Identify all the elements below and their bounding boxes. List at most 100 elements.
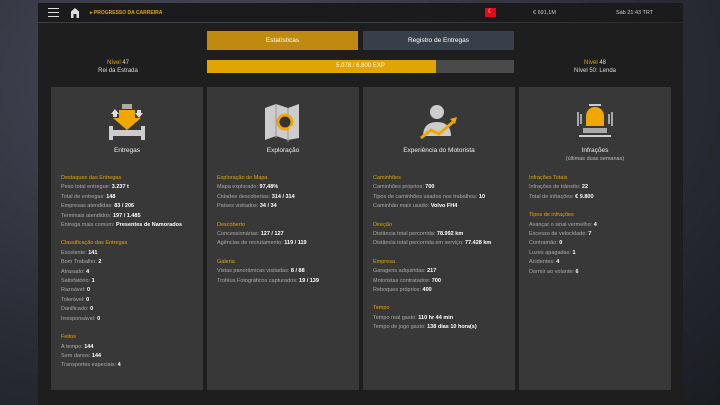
stat-label: Reboques próprios: [373,287,422,294]
stat-row: Terminais atendidos: 197 / 1.485 [61,212,197,221]
card-driver-experience: Experiência do Motorista Caminhões Caminh… [363,87,515,390]
stat-row: Distância total percorrida em serviço: 7… [373,239,509,248]
stat-label: Caminhão mais usado: [373,203,430,210]
stat-label: Mapa explorado: [217,184,258,191]
stat-value: 1 [91,278,95,285]
stat-value: 700 [431,277,441,284]
stat-value: 4 [86,268,90,275]
stat-value: 0 [87,287,91,294]
stat-label: Agências de recrutamento: [217,240,283,247]
level-label: Nível [583,60,598,66]
stat-row: Atrasado: 4 [61,268,197,277]
tab-delivery-log[interactable]: Registro de Entregas [363,31,514,50]
stat-label: Peso total entregue: [61,184,111,191]
stat-value: 197 / 1.485 [112,212,141,219]
stat-row: Agências de recrutamento: 119 / 119 [217,239,353,248]
card-title: Infrações [581,147,609,154]
stat-value: 0 [97,315,101,322]
stat-value: 77.428 km [465,240,492,247]
stat-row: Tipos de caminhões usados nos trabalhos:… [373,193,509,202]
next-level: Nível 48 Nível 50: Lenda [535,59,655,75]
stat-label: Distância total percorrida em serviço: [373,240,464,247]
stat-label: Total de infrações: [529,193,574,200]
stat-value: 144 [84,343,94,350]
stat-label: Tipos de caminhões usados nos trabalhos: [373,193,478,200]
map-search-icon [261,102,305,142]
section-title: Direção [373,221,392,228]
stat-label: Luzes apagadas: [529,249,571,256]
stat-label: Acidentes: [529,259,555,266]
stat-label: Excelente: [61,249,87,256]
section-title: Feitos [61,334,76,341]
stat-value: 4 [117,362,121,369]
siren-icon [573,102,617,142]
stat-value: 83 / 206 [114,203,135,210]
card-map-search: Exploração Exploração do Mapa Mapa explor… [207,87,359,390]
section-title: Classificação das Entregas [61,240,128,247]
stat-row: Concessionárias: 127 / 127 [217,230,353,239]
stat-value: 0 [86,296,90,303]
stat-row: Satisfatório: 1 [61,277,197,286]
tab-statistics[interactable]: Estatísticas [207,31,358,50]
stat-label: Sem danos: [61,352,91,359]
stat-row: Razoável: 0 [61,286,197,295]
breadcrumb-label: PROGRESSO DA CARREIRA [93,10,163,16]
stat-label: Distância total percorrida: [373,231,436,238]
stat-label: Total de entregas: [61,193,105,200]
level-value: 47 [122,60,130,66]
exp-text: 5.078 / 6.800 EXP [336,63,385,69]
stat-row: Distância total percorrida: 78.992 km [373,230,509,239]
stat-value: 400 [422,287,432,294]
section-title: Caminhões [373,175,401,181]
stat-label: Danificado: [61,306,89,313]
stat-row: Excelente: 141 [61,249,197,258]
stat-row: Caminhões próprios: 700 [373,183,509,192]
stat-value: 22 [581,184,589,191]
turkey-flag-icon: ☾ [485,8,496,17]
stat-label: Países visitados: [217,203,259,210]
stat-label: A tempo: [61,343,83,350]
stat-value: 6 [575,268,579,275]
stat-label: Tempo real gasto: [373,314,417,321]
stat-value: 4 [556,259,560,266]
stat-label: Vistas panorâmicas visitadas: [217,268,290,275]
breadcrumb: ▸ PROGRESSO DA CARREIRA [90,10,163,16]
driver-experience-icon [417,102,461,142]
stat-row: Vistas panorâmicas visitadas: 8 / 88 [217,267,353,276]
stat-label: Excesso de velocidade: [529,231,587,238]
stat-value: 141 [88,249,98,256]
stat-label: Transportes especiais: [61,362,117,369]
exp-progress-bar: 5.078 / 6.800 EXP [207,60,514,73]
stat-row: Tempo real gasto: 110 hr 44 min [373,314,509,323]
stat-value: 10 [478,193,486,200]
game-time: Sáb 21:43 TRT [616,10,654,16]
stat-label: Garagens adquiridas: [373,268,426,275]
money-display: € 691,1M [533,10,556,16]
stat-row: Avançar o sinal vermelho: 4 [529,221,665,230]
stat-value: 314 / 314 [271,193,295,200]
level-title: Rei da Estrada [98,68,138,74]
section-title: Galeria [217,258,235,265]
stat-value: 144 [91,352,102,359]
home-icon[interactable] [70,7,80,18]
menu-icon[interactable] [48,8,59,17]
card-title: Exploração [266,147,300,154]
stat-value: 700 [425,184,435,191]
stat-label: Satisfatório: [61,278,91,285]
card-title: Experiência do Motorista [403,147,475,154]
stat-value: € 9.800 [575,193,594,200]
stat-value: 34 / 34 [259,203,277,210]
section-title: Tipos de infrações [529,212,574,219]
level-value: 48 [599,60,607,66]
stat-row: Empresas atendidas: 83 / 206 [61,202,197,211]
stat-row: Bom Trabalho: 2 [61,258,197,267]
card-subtitle: (últimas duas semanas) [565,156,625,162]
stat-label: Tempo de jogo gasto: [373,324,426,331]
stat-row: Excesso de velocidade: 7 [529,230,665,239]
stat-label: Empresas atendidas: [61,203,113,210]
stat-value: 1 [572,249,576,256]
stat-value: 0 [559,240,563,247]
stat-value: 217 [427,268,437,275]
stat-row: Total de entregas: 148 [61,193,197,202]
stat-label: Infrações de trânsito: [529,184,581,191]
